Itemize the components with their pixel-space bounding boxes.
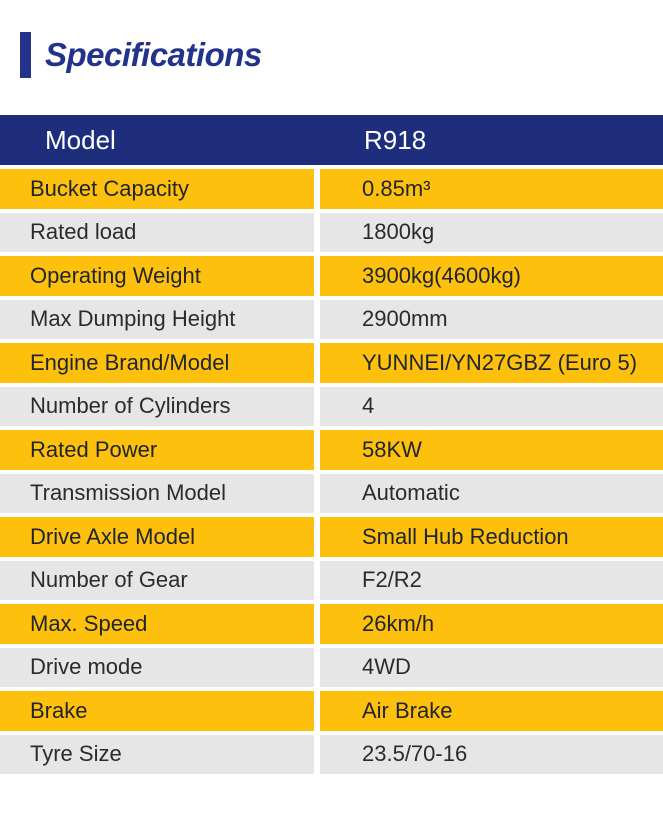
table-row: Tyre Size 23.5/70-16 <box>0 734 663 774</box>
spec-label: Engine Brand/Model <box>0 343 314 383</box>
table-row: Drive mode 4WD <box>0 647 663 687</box>
spec-value: 26km/h <box>320 604 663 644</box>
table-header-row: Model R918 <box>0 115 663 165</box>
spec-value: 4WD <box>320 647 663 687</box>
spec-value: 2900mm <box>320 299 663 339</box>
spec-sheet-page: Specifications Model R918 Bucket Capacit… <box>0 31 663 774</box>
spec-label: Max Dumping Height <box>0 299 314 339</box>
spec-label: Operating Weight <box>0 256 314 296</box>
table-body: Bucket Capacity 0.85m³ Rated load 1800kg… <box>0 169 663 774</box>
spec-value: F2/R2 <box>320 560 663 600</box>
title-accent-bar <box>20 31 31 78</box>
spec-table: Model R918 Bucket Capacity 0.85m³ Rated … <box>0 115 663 774</box>
spec-label: Tyre Size <box>0 734 314 774</box>
table-row: Bucket Capacity 0.85m³ <box>0 169 663 209</box>
table-row: Rated load 1800kg <box>0 212 663 252</box>
spec-label: Bucket Capacity <box>0 169 314 209</box>
spec-value: Automatic <box>320 473 663 513</box>
spec-label: Number of Gear <box>0 560 314 600</box>
table-row: Brake Air Brake <box>0 691 663 731</box>
spec-label: Drive mode <box>0 647 314 687</box>
table-row: Operating Weight 3900kg(4600kg) <box>0 256 663 296</box>
spec-label: Number of Cylinders <box>0 386 314 426</box>
spec-label: Rated load <box>0 212 314 252</box>
spec-label: Rated Power <box>0 430 314 470</box>
spec-value: YUNNEI/YN27GBZ (Euro 5) <box>320 343 663 383</box>
spec-label: Transmission Model <box>0 473 314 513</box>
table-row: Drive Axle Model Small Hub Reduction <box>0 517 663 557</box>
spec-label: Drive Axle Model <box>0 517 314 557</box>
spec-value: 58KW <box>320 430 663 470</box>
table-row: Transmission Model Automatic <box>0 473 663 513</box>
spec-value: 0.85m³ <box>320 169 663 209</box>
section-title: Specifications <box>20 31 663 78</box>
spec-value: 3900kg(4600kg) <box>320 256 663 296</box>
spec-value: 23.5/70-16 <box>320 734 663 774</box>
spec-value: 4 <box>320 386 663 426</box>
header-model-label: Model <box>45 124 116 155</box>
header-model-value: R918 <box>364 124 427 155</box>
table-row: Number of Cylinders 4 <box>0 386 663 426</box>
spec-value: 1800kg <box>320 212 663 252</box>
table-row: Max. Speed 26km/h <box>0 604 663 644</box>
spec-label: Brake <box>0 691 314 731</box>
spec-value: Small Hub Reduction <box>320 517 663 557</box>
table-row: Rated Power 58KW <box>0 430 663 470</box>
table-row: Number of Gear F2/R2 <box>0 560 663 600</box>
table-row: Engine Brand/Model YUNNEI/YN27GBZ (Euro … <box>0 343 663 383</box>
table-row: Max Dumping Height 2900mm <box>0 299 663 339</box>
spec-value: Air Brake <box>320 691 663 731</box>
spec-label: Max. Speed <box>0 604 314 644</box>
section-title-text: Specifications <box>45 35 262 73</box>
